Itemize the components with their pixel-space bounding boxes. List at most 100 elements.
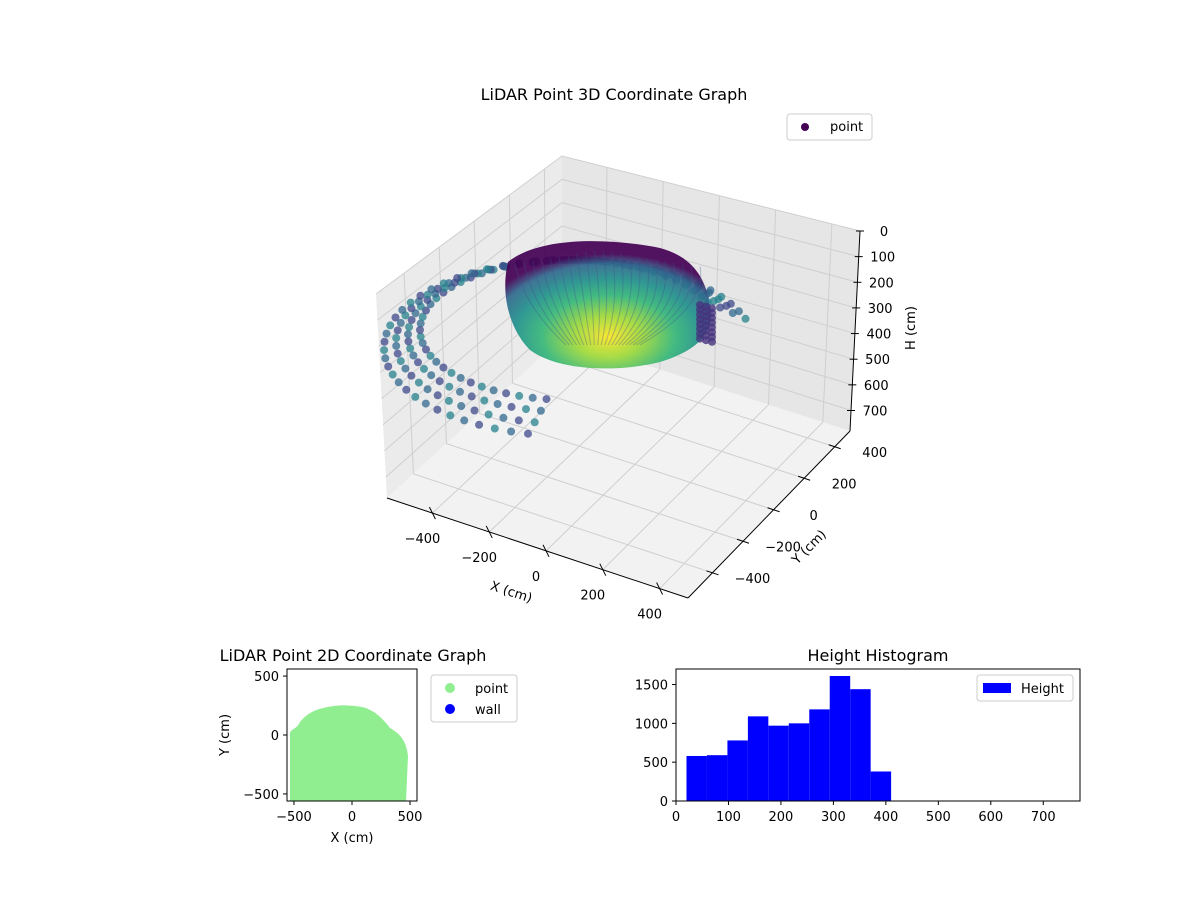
point-rib xyxy=(585,252,595,346)
point-3d xyxy=(398,305,407,314)
point-3d xyxy=(416,291,425,300)
point-3d xyxy=(393,349,402,358)
y-tick-label-3d: −400 xyxy=(735,572,771,587)
point-3d xyxy=(418,339,427,348)
point-3d xyxy=(453,274,462,282)
point-rib xyxy=(639,266,702,346)
z-tick-label-3d: 0 xyxy=(880,225,888,240)
point-rib xyxy=(629,262,676,346)
point-3d xyxy=(386,321,395,330)
legend-hist-marker xyxy=(983,683,1011,693)
point-3d xyxy=(490,424,499,433)
legend-2d-point-label: point xyxy=(475,682,508,697)
point-3d xyxy=(439,279,448,288)
point-3d xyxy=(380,346,389,355)
grid-x-wall xyxy=(822,223,833,423)
hist-x-tick-label: 200 xyxy=(769,810,794,825)
pane-floor xyxy=(387,338,850,598)
point-rib xyxy=(622,259,658,346)
point-3d xyxy=(542,395,551,404)
point-3d xyxy=(502,389,511,398)
x-tick-label-3d: −200 xyxy=(461,551,497,566)
point-3d xyxy=(433,284,442,293)
point-3d xyxy=(470,406,479,415)
hist-x-tick-label: 300 xyxy=(821,810,846,825)
point-3d xyxy=(396,318,405,327)
point-3d xyxy=(416,326,424,334)
point-rib xyxy=(532,260,574,346)
x-axis-line xyxy=(386,497,689,599)
grid-z-wall xyxy=(379,225,857,373)
x-tick-3d xyxy=(656,582,664,595)
y-tick-label-2d: 0 xyxy=(271,729,279,744)
x-tick-3d xyxy=(542,544,550,558)
y-tick-label-2d: 500 xyxy=(254,670,279,685)
point-3d xyxy=(702,336,710,345)
point-3d xyxy=(708,337,716,346)
point-3d xyxy=(477,382,486,391)
point-3d xyxy=(445,382,454,391)
grid-x-floor xyxy=(659,421,824,589)
point-3d xyxy=(696,334,704,343)
y-tick-label-3d: 0 xyxy=(809,509,817,524)
x-tick-3d xyxy=(485,525,493,539)
point-3d xyxy=(728,309,737,317)
legend-hist: Height xyxy=(976,674,1074,702)
z-tick-label-3d: 200 xyxy=(869,276,894,291)
z-tick-label-3d: 400 xyxy=(866,328,891,343)
point-3d xyxy=(433,391,442,400)
z-axis-line xyxy=(849,230,861,432)
x-axis-label-2d: X (cm) xyxy=(331,831,374,846)
legend-3d: point xyxy=(786,113,873,141)
point-3d xyxy=(514,416,523,425)
grid-x-floor xyxy=(488,369,661,533)
legend-2d-point-marker xyxy=(445,683,455,693)
point-3d xyxy=(536,406,545,415)
point-3d xyxy=(388,370,397,379)
point-3d xyxy=(456,373,465,382)
point-3d xyxy=(391,313,400,322)
point-3d xyxy=(396,357,405,366)
legend-3d-marker xyxy=(801,123,809,131)
z-ticks-3d: 0 100 200 300 400 500 600 700 xyxy=(847,225,895,419)
point-3d xyxy=(435,377,444,386)
grid-x-wall xyxy=(713,195,720,388)
point-3d xyxy=(432,357,441,366)
hist-bar xyxy=(850,689,871,801)
point-3d xyxy=(498,261,507,270)
point-3d xyxy=(427,371,436,380)
hist-ticks: 0 100 200 300 400 500 600 700 0 500 1000 1500 xyxy=(635,679,1056,825)
point-3d xyxy=(475,420,484,429)
hist-x-tick-label: 500 xyxy=(926,810,951,825)
y-tick-label-3d: −200 xyxy=(765,540,801,555)
grid-y-floor xyxy=(545,352,835,448)
grid-x-floor xyxy=(545,386,715,552)
ticks-2d: −500 0 500 −500 0 500 xyxy=(243,670,422,825)
hist-bar xyxy=(706,755,728,801)
point-3d xyxy=(499,413,508,422)
hist-y-tick-label: 1500 xyxy=(635,679,668,694)
x-tick-label-3d: 0 xyxy=(532,570,540,585)
point-3d xyxy=(406,344,415,353)
point-3d xyxy=(421,399,430,408)
point-rib xyxy=(632,263,684,346)
point-rib xyxy=(618,257,650,346)
point-3d xyxy=(439,363,448,372)
point-3d xyxy=(426,351,435,360)
z-tick-label-3d: 300 xyxy=(868,302,893,317)
point-rib xyxy=(604,252,616,346)
grid-z-wall xyxy=(375,155,861,295)
point-3d xyxy=(460,416,469,425)
point-rib xyxy=(540,259,578,346)
point-3d xyxy=(515,391,524,400)
y-tick-3d xyxy=(828,444,841,450)
hist-x-tick-label: 0 xyxy=(672,810,680,825)
hist-title: Height Histogram xyxy=(808,646,949,665)
y-tick-label-3d: 400 xyxy=(862,446,887,461)
point-region xyxy=(290,705,408,801)
hist-frame xyxy=(675,668,1081,802)
point-3d xyxy=(722,301,731,310)
grid-y-floor xyxy=(413,473,713,574)
plot-3d-title: LiDAR Point 3D Coordinate Graph xyxy=(481,85,748,104)
